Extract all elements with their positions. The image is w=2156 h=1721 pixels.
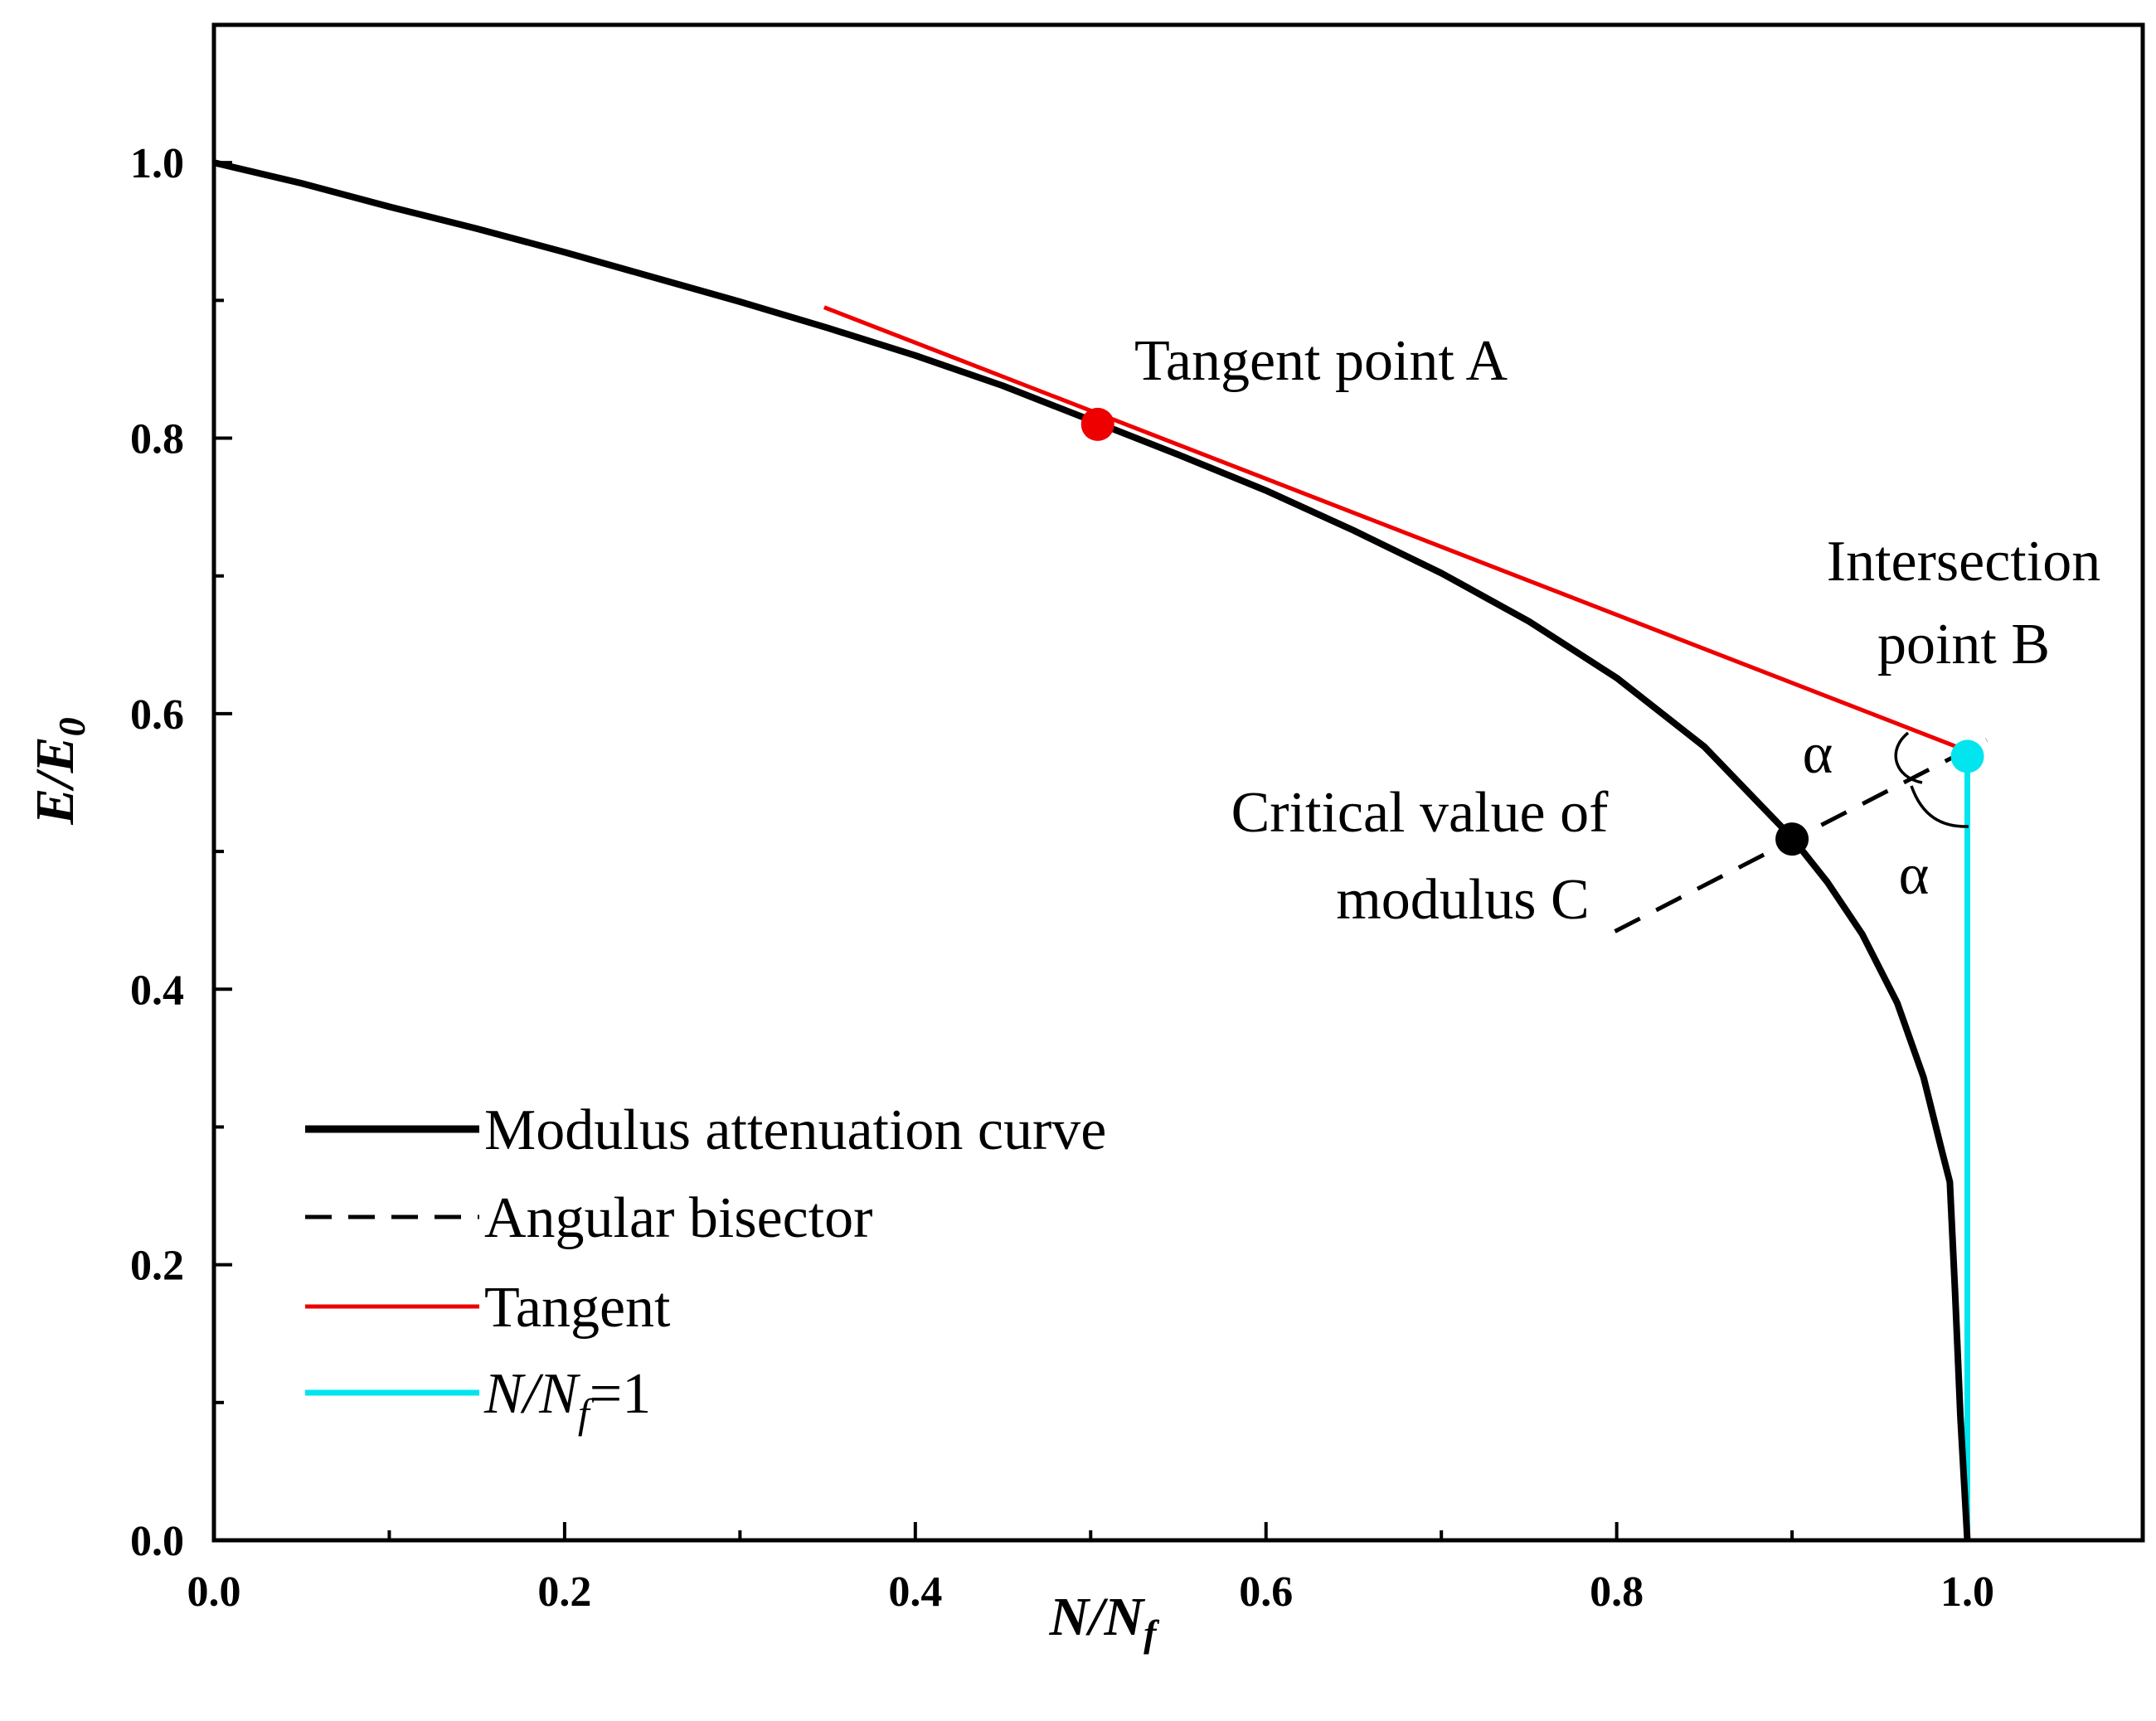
annotation-intersection-b-line2: point B [1877,613,2050,676]
annotation-intersection-b-line1: Intersection [1827,530,2100,594]
annotation-critical-c-line1: Critical value of [1231,781,1610,845]
x-tick-label: 1.0 [1940,1568,1994,1616]
y-tick-label: 0.2 [130,1243,184,1290]
y-tick-label: 1.0 [130,140,184,187]
point-intersection-point-b [1950,739,1984,773]
y-tick-label: 0.8 [130,416,184,463]
ticks-layer: 0.0 0.2 0.4 0.6 0.8 1.0 0.0 0.2 0.4 0.6 0.8 1.0 [130,140,1994,1616]
x-tick-label: 0.6 [1239,1568,1293,1616]
x-tick-label: 0.8 [1590,1568,1644,1616]
x-axis-title-main: N/N [1049,1587,1146,1647]
y-axis-title: E/E0 [25,717,93,825]
y-axis-title-sub: 0 [51,717,93,736]
series-line-modulus-attenuation-curve [213,159,1971,1541]
annotation-alpha-bottom: α [1899,843,1930,907]
legend-label-modulus: Modulus attenuation curve [484,1098,1106,1162]
y-axis-title-main: E/E [25,736,85,825]
angle-arc-top [1894,731,1923,784]
point-critical-value-of-modulus-c [1775,822,1809,856]
legend-label-nnf1-tail: =1 [590,1362,651,1426]
y-tick-label: 0.0 [130,1518,184,1565]
legend-label-nnf1-main: N/N [483,1362,580,1426]
x-tick-label: 0.4 [888,1568,942,1616]
point-tangent-point-a [1080,407,1114,441]
angle-arcs [1894,731,1969,828]
y-tick-label: 0.6 [130,691,184,739]
annotation-alpha-top: α [1803,722,1833,786]
x-axis-title: N/Nf [1049,1587,1161,1655]
annotation-tangent-point-a: Tangent point A [1134,329,1508,393]
legend: Modulus attenuation curve Angular bisect… [305,1098,1106,1437]
x-axis-title-sub: f [1144,1612,1160,1655]
annotation-critical-c-line2: modulus C [1336,868,1589,932]
angle-arc-bottom [1910,785,1969,828]
plot-frame [211,22,2145,1543]
legend-label-tangent: Tangent [484,1276,671,1340]
legend-label-bisector: Angular bisector [484,1186,872,1250]
y-tick-label: 0.4 [130,967,184,1014]
legend-label-nnf1: N/Nf=1 [483,1362,651,1437]
x-tick-label: 0.0 [187,1568,241,1616]
series-line-tangent [823,305,1969,754]
x-tick-label: 0.2 [537,1568,591,1616]
points-layer [1080,407,1984,856]
series-layer [213,159,1988,1541]
